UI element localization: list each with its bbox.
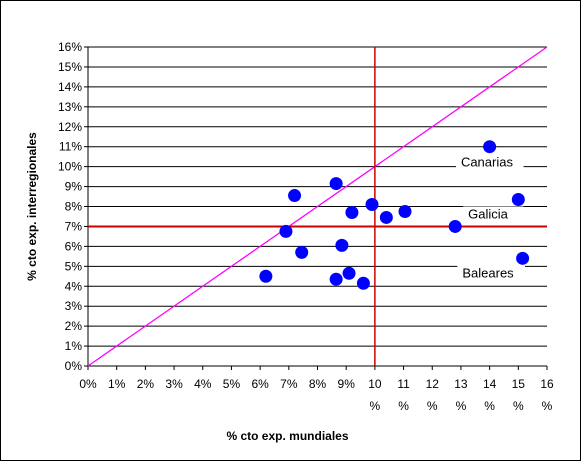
x-tick-label: 5% <box>223 377 241 391</box>
data-point <box>516 251 530 265</box>
annotation-background <box>463 206 524 224</box>
data-point <box>295 245 309 259</box>
x-tick-label: 14% <box>483 377 497 413</box>
x-axis-title: % cto exp. mundiales <box>226 429 348 443</box>
y-tick-label: 15% <box>58 60 82 74</box>
y-tick-label: 7% <box>65 219 83 233</box>
y-tick-label: 13% <box>58 100 82 114</box>
data-point <box>379 210 393 224</box>
x-tick-label: 4% <box>194 377 212 391</box>
y-tick-label: 11% <box>59 140 82 154</box>
y-tick-label: 2% <box>65 319 83 333</box>
data-point <box>398 204 412 218</box>
x-tick-label: 16% <box>540 377 554 413</box>
data-point <box>342 266 356 280</box>
data-point <box>288 189 302 203</box>
x-tick-label: 11% <box>397 377 410 413</box>
x-tick-label: 9% <box>338 377 356 391</box>
data-point <box>365 198 379 212</box>
y-tick-label: 14% <box>58 80 82 94</box>
x-tick-label: 0% <box>79 377 97 391</box>
x-tick-label: 10% <box>368 377 382 413</box>
x-tick-label: 8% <box>309 377 327 391</box>
x-tick-label: 2% <box>137 377 155 391</box>
x-tick-label: 13% <box>454 377 468 413</box>
data-point <box>511 193 525 207</box>
y-tick-label: 0% <box>65 359 83 373</box>
x-tick-label: 6% <box>251 377 269 391</box>
data-point <box>335 238 349 252</box>
annotation-label: Baleares <box>462 265 514 280</box>
annotation-label: Canarias <box>461 155 514 170</box>
diagonal-reference-line <box>87 46 548 367</box>
y-tick-label: 6% <box>65 239 83 253</box>
x-tick-label: 1% <box>108 377 126 391</box>
y-tick-label: 12% <box>58 120 82 134</box>
annotation-background <box>457 265 525 283</box>
y-tick-label: 5% <box>65 259 83 273</box>
data-point <box>279 224 293 238</box>
data-point <box>345 205 359 219</box>
data-point <box>259 269 273 283</box>
x-tick-label: 7% <box>280 377 298 391</box>
y-tick-label: 9% <box>65 180 83 194</box>
data-point <box>483 140 497 154</box>
annotation-background <box>455 154 524 172</box>
y-tick-label: 3% <box>65 299 83 313</box>
y-axis-title: % cto exp. interregionales <box>25 132 39 281</box>
annotation-label: Galicia <box>468 206 509 221</box>
y-tick-label: 1% <box>65 339 83 353</box>
x-tick-label: 12% <box>426 377 440 413</box>
x-tick-label: 3% <box>165 377 183 391</box>
y-tick-label: 10% <box>58 160 82 174</box>
data-point <box>329 272 343 286</box>
y-tick-label: 8% <box>65 200 83 214</box>
data-point <box>329 177 343 191</box>
data-point <box>356 276 370 290</box>
y-tick-label: 4% <box>65 279 83 293</box>
y-tick-label: 16% <box>58 40 82 54</box>
x-tick-label: 15% <box>512 377 526 413</box>
data-point <box>448 219 462 233</box>
